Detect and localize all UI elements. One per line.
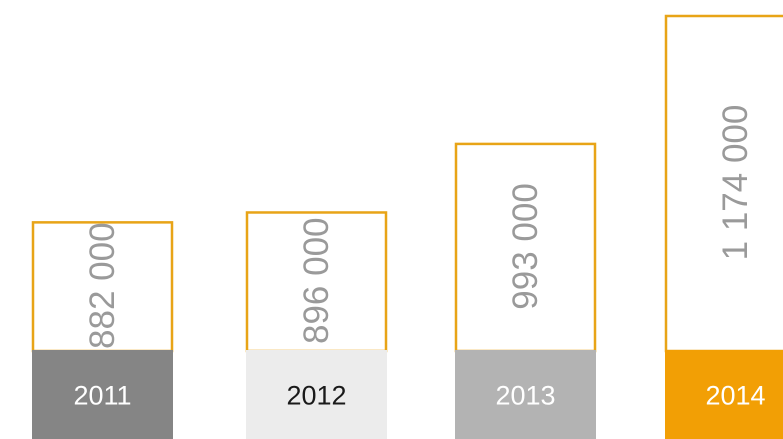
value-label-2014: 1 174 000	[716, 105, 755, 261]
year-label-2011: 2011	[73, 381, 131, 411]
year-box-2011	[32, 350, 173, 439]
year-box-2014	[665, 350, 783, 439]
value-label-2012: 896 000	[297, 217, 336, 344]
year-label-2014: 2014	[705, 381, 765, 411]
bar-2012	[245, 211, 388, 353]
value-label-2013: 993 000	[506, 183, 545, 310]
bar-2014	[664, 14, 783, 353]
bar-2013	[454, 142, 597, 353]
year-label-2012: 2012	[286, 381, 346, 411]
value-label-2011: 882 000	[83, 222, 122, 349]
year-box-2012	[246, 350, 387, 439]
bar-2011	[31, 221, 174, 353]
year-box-2013	[455, 350, 596, 439]
year-label-2013: 2013	[495, 381, 555, 411]
